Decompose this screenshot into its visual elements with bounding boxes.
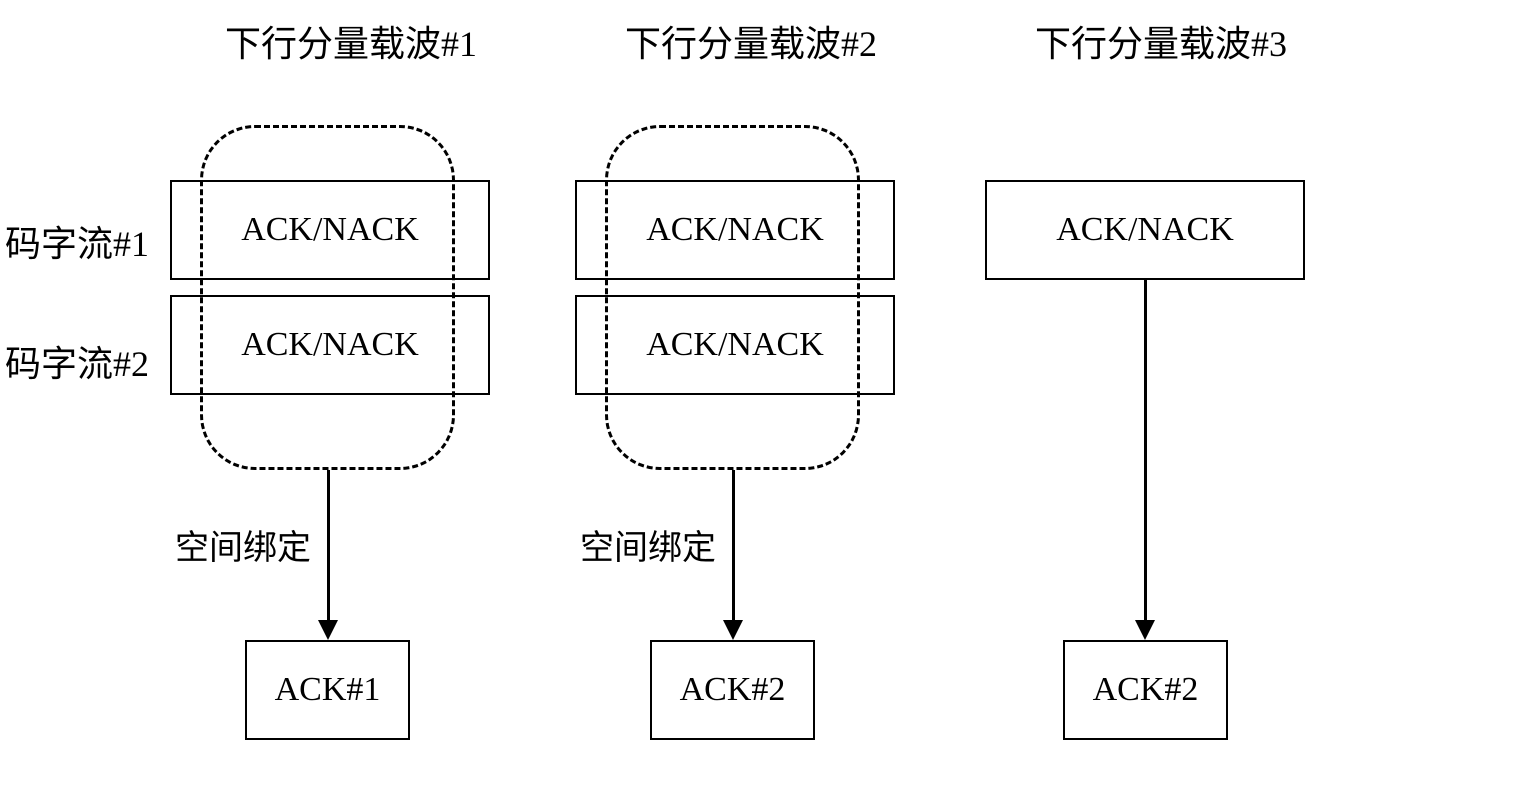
cell-c1-r2: ACK/NACK	[170, 295, 490, 395]
cell-c2-r2: ACK/NACK	[575, 295, 895, 395]
output-box-3: ACK#2	[1063, 640, 1228, 740]
binding-label-1: 空间绑定	[175, 520, 311, 569]
cell-c1-r2-text: ACK/NACK	[241, 326, 419, 364]
arrow-1-line	[327, 470, 330, 625]
output-3-text: ACK#2	[1093, 671, 1199, 709]
cell-c3-r1-text: ACK/NACK	[1056, 211, 1234, 249]
output-box-2: ACK#2	[650, 640, 815, 740]
cell-c3-r1: ACK/NACK	[985, 180, 1305, 280]
diagram-container: 下行分量载波#1 下行分量载波#2 下行分量载波#3 码字流#1 码字流#2 A…	[0, 0, 1536, 787]
arrow-2-head	[723, 620, 743, 640]
output-1-text: ACK#1	[275, 671, 381, 709]
cell-c2-r1-text: ACK/NACK	[646, 211, 824, 249]
cell-c1-r1: ACK/NACK	[170, 180, 490, 280]
output-2-text: ACK#2	[680, 671, 786, 709]
arrow-3-head	[1135, 620, 1155, 640]
row-label-1: 码字流#1	[5, 215, 149, 267]
cell-c2-r2-text: ACK/NACK	[646, 326, 824, 364]
cell-c2-r1: ACK/NACK	[575, 180, 895, 280]
header-col1: 下行分量载波#1	[225, 15, 477, 67]
binding-label-2: 空间绑定	[580, 520, 716, 569]
output-box-1: ACK#1	[245, 640, 410, 740]
header-col2: 下行分量载波#2	[625, 15, 877, 67]
arrow-1-head	[318, 620, 338, 640]
arrow-2-line	[732, 470, 735, 625]
row-label-2: 码字流#2	[5, 335, 149, 387]
cell-c1-r1-text: ACK/NACK	[241, 211, 419, 249]
arrow-3-line	[1144, 280, 1147, 625]
header-col3: 下行分量载波#3	[1035, 15, 1287, 67]
